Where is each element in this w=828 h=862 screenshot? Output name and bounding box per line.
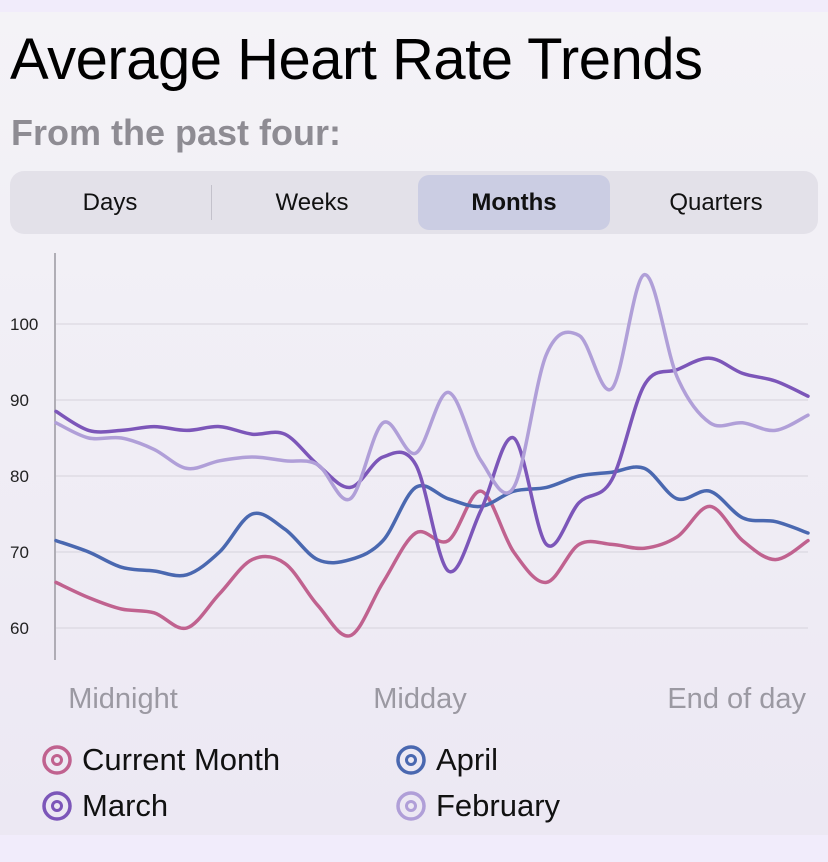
ring-icon xyxy=(42,745,72,775)
series-line-march xyxy=(54,356,810,574)
x-label-midnight: Midnight xyxy=(68,683,178,715)
x-label-midday: Midday xyxy=(373,683,467,715)
segment-label: Weeks xyxy=(275,188,349,216)
series-line-february xyxy=(54,272,810,502)
page-subtitle: From the past four: xyxy=(11,112,341,153)
segment-months[interactable]: Months xyxy=(418,175,610,230)
segment-divider xyxy=(211,185,212,220)
segment-days[interactable]: Days xyxy=(14,175,206,230)
ring-icon xyxy=(42,791,72,821)
legend-item-march: March xyxy=(42,788,168,824)
series-layer xyxy=(54,272,810,638)
x-label-end-of-day: End of day xyxy=(667,683,806,715)
y-tick-label: 60 xyxy=(10,619,29,638)
y-tick-label: 70 xyxy=(10,543,29,562)
grid-layer xyxy=(56,323,808,629)
segment-label: Months xyxy=(471,188,557,216)
chart-card xyxy=(0,12,828,835)
legend-label: April xyxy=(436,742,499,777)
series-line-current-month xyxy=(54,489,810,638)
legend-item-current-month: Current Month xyxy=(42,742,280,778)
segment-weeks[interactable]: Weeks xyxy=(216,175,408,230)
page-title: Average Heart Rate Trends xyxy=(10,27,703,92)
segment-quarters[interactable]: Quarters xyxy=(620,175,812,230)
legend-label: Current Month xyxy=(82,742,281,777)
y-tick-label: 100 xyxy=(10,315,38,334)
period-segmented-control: Days Weeks Months Quarters xyxy=(10,171,818,234)
legend-item-february: February xyxy=(396,788,560,824)
tick-layer: 60 70 80 90 100 xyxy=(10,315,38,638)
series-line-april xyxy=(54,465,810,578)
segment-label: Days xyxy=(82,188,138,216)
legend-item-april: April xyxy=(396,742,498,778)
segment-label: Quarters xyxy=(669,188,763,216)
ring-icon xyxy=(396,791,426,821)
legend-label: March xyxy=(82,788,169,823)
y-tick-label: 90 xyxy=(10,391,29,410)
y-tick-label: 80 xyxy=(10,467,29,486)
legend-label: February xyxy=(436,788,561,823)
ring-icon xyxy=(396,745,426,775)
